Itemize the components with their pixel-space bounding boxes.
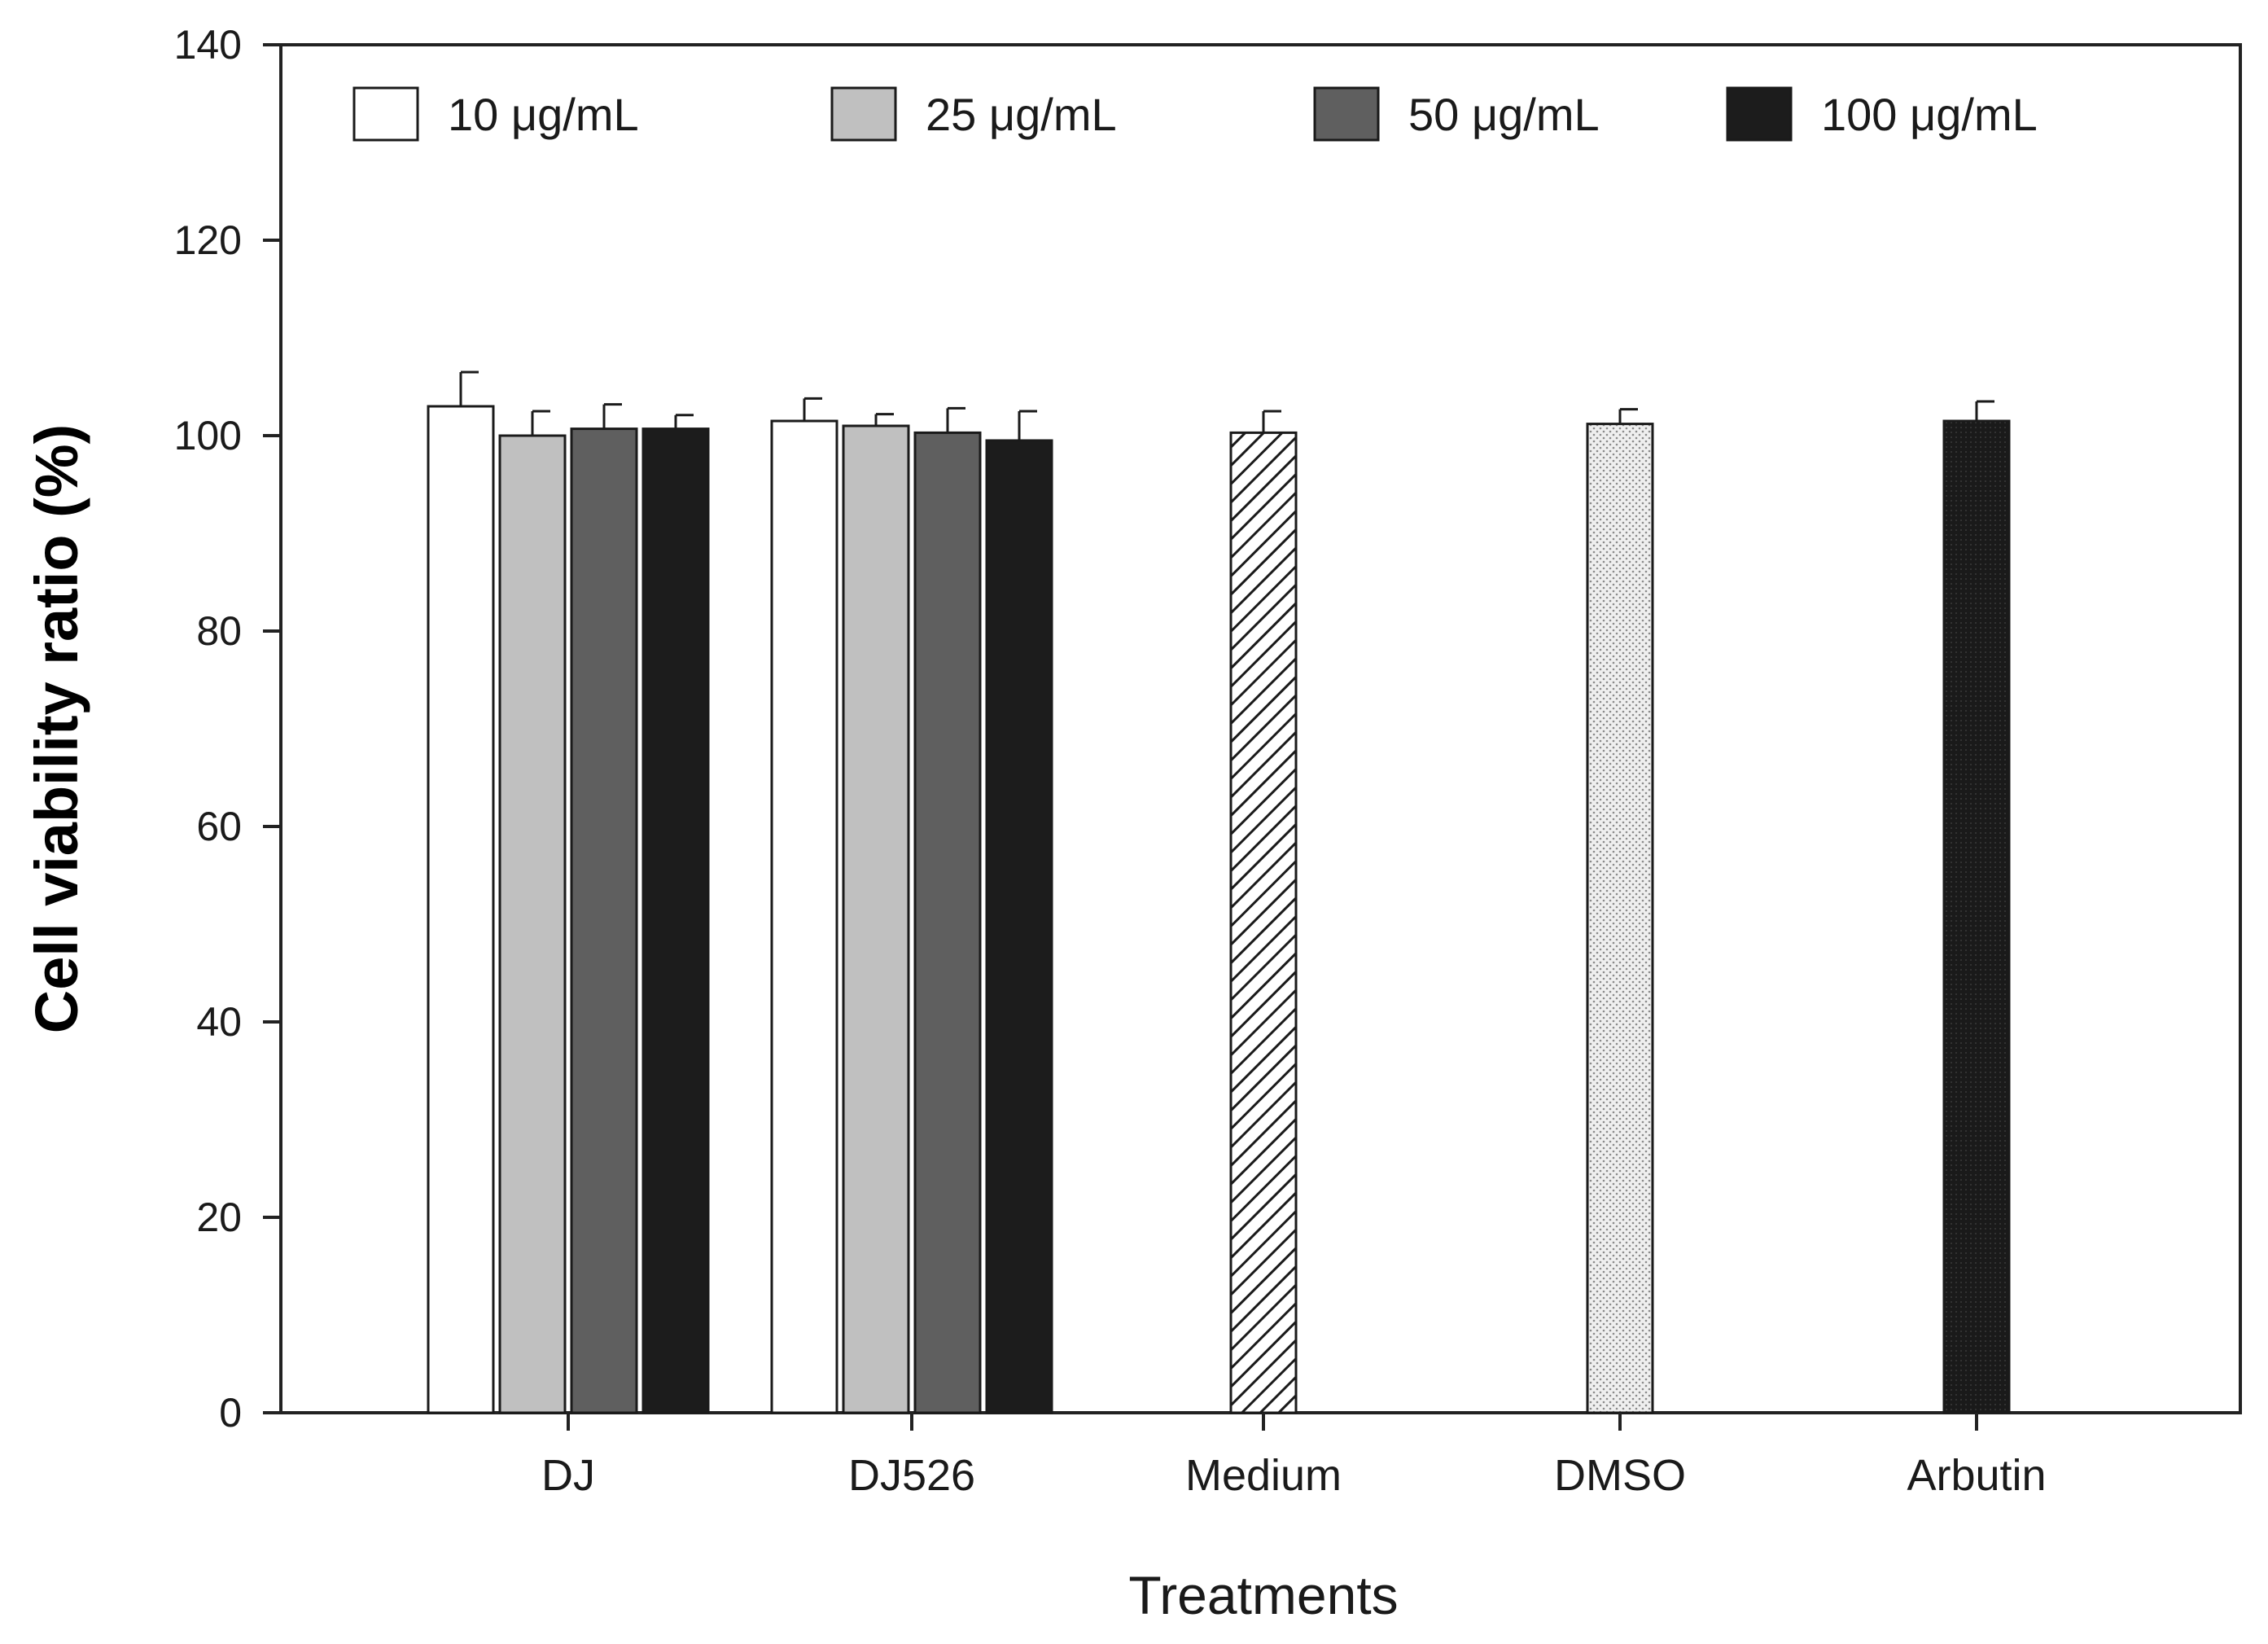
legend-swatch-series-1 xyxy=(352,86,419,142)
x-tick-label-dj: DJ xyxy=(541,1451,595,1500)
bar-medium xyxy=(1229,431,1298,1414)
bar-dj526-series-1 xyxy=(770,419,838,1414)
legend-swatch-series-2 xyxy=(830,86,897,142)
legend-label-series-4: 100 μg/mL xyxy=(1821,89,2038,140)
bar-dmso xyxy=(1586,423,1654,1414)
y-tick-label: 80 xyxy=(196,608,242,654)
y-tick-label: 140 xyxy=(174,22,242,68)
y-tick-label: 40 xyxy=(196,999,242,1045)
bar-dj-series-3 xyxy=(570,427,638,1414)
y-tick-label: 100 xyxy=(174,413,242,458)
x-axis: DJ DJ526 Medium DMSO Arbutin xyxy=(541,1413,2047,1500)
legend-label-series-2: 25 μg/mL xyxy=(926,89,1117,140)
bar-dj526-series-2 xyxy=(842,424,910,1414)
bars xyxy=(427,405,2011,1414)
bar-arbutin xyxy=(1942,419,2011,1414)
x-tick-label-medium: Medium xyxy=(1185,1451,1342,1500)
legend-swatch-series-3 xyxy=(1313,86,1380,142)
y-axis: 0 20 40 60 80 100 120 140 xyxy=(174,22,281,1436)
bar-dj-series-1 xyxy=(427,405,495,1414)
legend: 10 μg/mL 25 μg/mL 50 μg/mL 100 μg/mL xyxy=(352,86,2038,142)
x-tick-label-arbutin: Arbutin xyxy=(1907,1451,2046,1500)
legend-label-series-1: 10 μg/mL xyxy=(448,89,639,140)
y-tick-label: 20 xyxy=(196,1195,242,1240)
y-tick-label: 60 xyxy=(196,804,242,849)
legend-swatch-series-4 xyxy=(1726,86,1793,142)
bar-dj-series-2 xyxy=(498,434,567,1414)
y-tick-label: 0 xyxy=(219,1390,242,1436)
bar-dj526-series-4 xyxy=(985,439,1053,1414)
x-axis-label: Treatments xyxy=(1128,1565,1398,1625)
y-axis-label: Cell viability ratio (%) xyxy=(23,424,90,1033)
bar-dj526-series-3 xyxy=(913,431,982,1414)
legend-label-series-3: 50 μg/mL xyxy=(1408,89,1600,140)
x-tick-label-dmso: DMSO xyxy=(1554,1451,1686,1500)
bar-dj-series-4 xyxy=(641,427,710,1414)
y-tick-label: 120 xyxy=(174,217,242,263)
error-bars xyxy=(459,370,1994,441)
x-tick-label-dj526: DJ526 xyxy=(848,1451,975,1500)
